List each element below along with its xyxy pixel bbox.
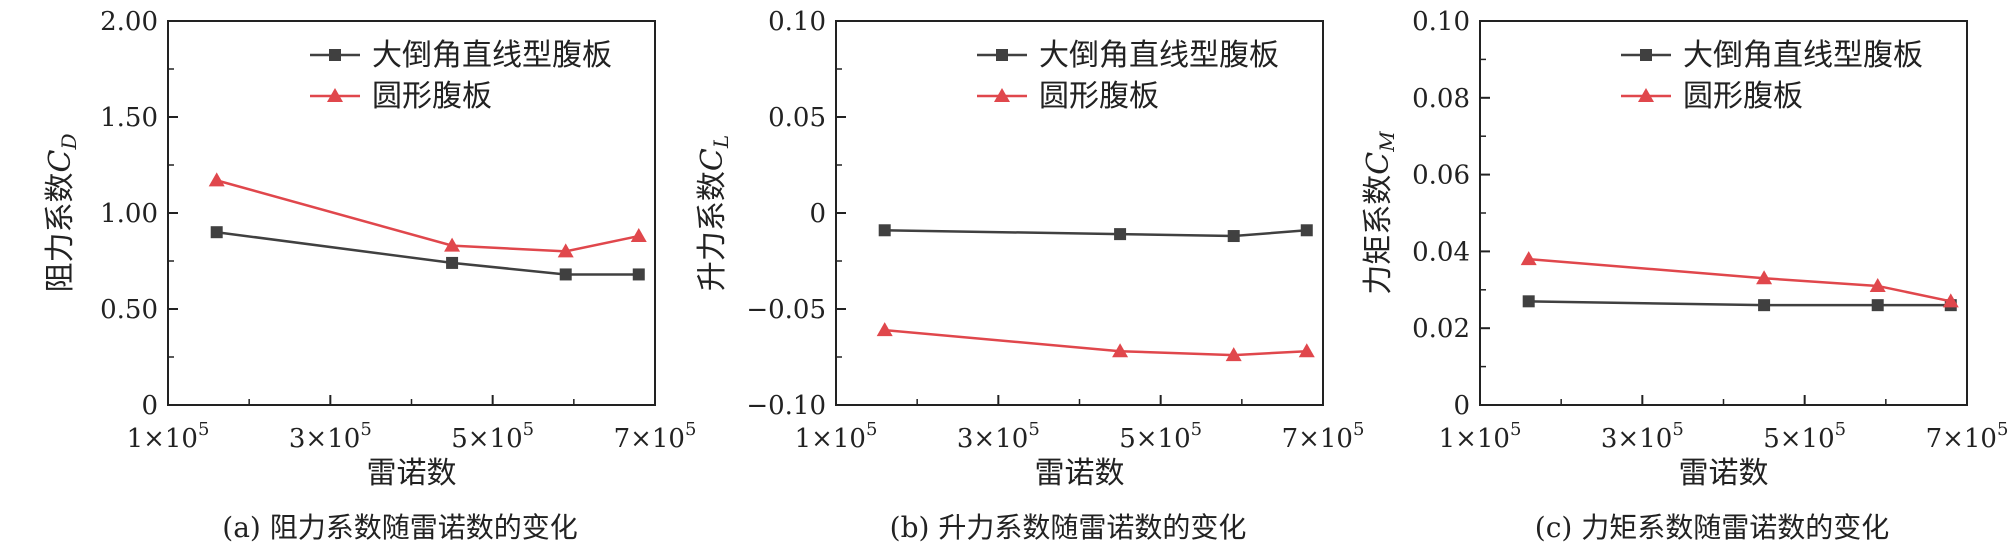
legend-label: 圆形腹板 [1039,79,1159,114]
legend-label: 圆形腹板 [1683,79,1803,114]
y-tick-label: 0.50 [100,295,158,325]
data-point [1522,295,1535,308]
series-line-circular-web [884,328,1307,357]
legend-marker [327,88,343,102]
data-point [1298,343,1315,358]
x-tick-label: 3×105 [957,419,1040,454]
x-tick-label: 1×105 [127,419,210,454]
data-point [1225,347,1242,362]
x-tick-label: 5×105 [451,419,534,454]
data-point [876,322,893,337]
y-axis-title: 升力系数CL [695,135,733,291]
y-tick-label: −0.05 [746,295,826,325]
y-axis-title: 力矩系数CM [1361,131,1399,295]
data-point [1300,224,1313,237]
y-tick-label: 0.04 [1412,237,1470,267]
x-tick-label: 1×105 [795,419,878,454]
data-point [1871,299,1884,312]
x-tick-label: 7×105 [1282,419,1365,454]
legend-marker [1640,49,1652,61]
data-point [210,226,223,239]
series-line-circular-web [1528,257,1952,303]
legend-marker [1638,88,1654,102]
data-point [1520,251,1537,266]
y-tick-label: 2.00 [100,7,158,37]
y-tick-label: 0.06 [1412,161,1470,191]
data-point [446,256,459,269]
legend-marker [994,88,1010,102]
data-point [1112,343,1129,358]
x-tick-label: 5×105 [1763,419,1846,454]
x-axis-title: 雷诺数 [1035,456,1125,491]
data-point [632,268,645,281]
x-tick-label: 3×105 [289,419,372,454]
x-tick-label: 7×105 [614,419,697,454]
y-tick-label: 0.10 [768,7,826,37]
y-tick-label: 1.00 [100,199,158,229]
legend-label: 圆形腹板 [372,79,492,114]
data-point [1942,293,1959,308]
x-axis-title: 雷诺数 [1679,456,1769,491]
y-tick-label: 0.10 [1412,7,1470,37]
series-line-straight-web [1528,300,1951,307]
y-tick-label: 0 [141,391,158,421]
legend-label: 大倒角直线型腹板 [1683,38,1923,73]
legend-label: 大倒角直线型腹板 [372,38,612,73]
x-tick-label: 1×105 [1439,419,1522,454]
legend-label: 大倒角直线型腹板 [1039,38,1279,73]
data-point [630,228,647,243]
data-point [1869,277,1886,292]
y-tick-label: 0.02 [1412,314,1470,344]
series-line-straight-web [884,229,1307,238]
data-point [1756,270,1773,285]
data-point [1227,230,1240,243]
chart-caption: (c) 力矩系数随雷诺数的变化 [1535,511,1889,544]
x-tick-label: 5×105 [1119,419,1202,454]
data-point [208,172,225,187]
x-tick-label: 3×105 [1601,419,1684,454]
x-tick-label: 7×105 [1926,419,2008,454]
y-tick-label: 0.05 [768,103,826,133]
data-point [559,268,572,281]
chart-caption: (a) 阻力系数随雷诺数的变化 [222,511,577,544]
series-line-circular-web [216,179,640,253]
data-point [1758,299,1771,312]
y-tick-label: −0.10 [746,391,826,421]
x-axis-title: 雷诺数 [367,456,457,491]
y-tick-label: 1.50 [100,103,158,133]
y-tick-label: 0 [1453,391,1470,421]
y-tick-label: 0 [809,199,826,229]
legend-marker [996,49,1008,61]
y-axis-title: 阻力系数CD [43,133,81,292]
data-point [444,237,461,252]
series-line-straight-web [216,230,639,276]
data-point [1114,228,1127,241]
legend-marker [329,49,341,61]
y-tick-label: 0.08 [1412,84,1470,114]
data-point [557,243,574,258]
chart-caption: (b) 升力系数随雷诺数的变化 [890,511,1247,544]
data-point [878,224,891,237]
